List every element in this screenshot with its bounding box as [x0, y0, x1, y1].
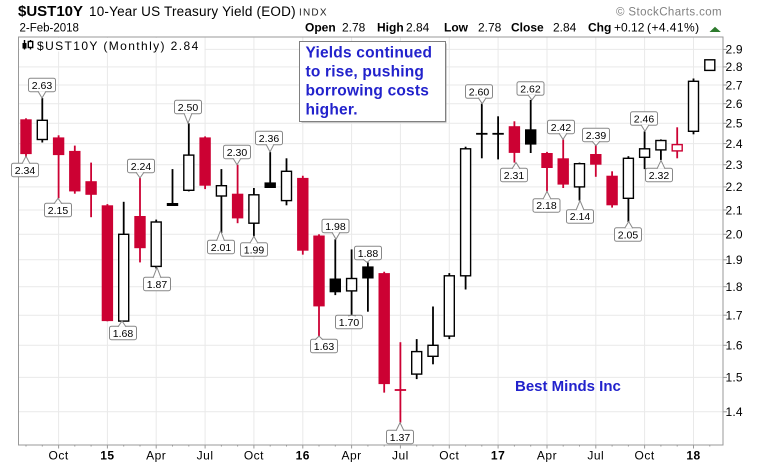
svg-text:higher.: higher.	[306, 102, 358, 119]
svg-text:2.14: 2.14	[570, 211, 591, 223]
svg-text:2.60: 2.60	[469, 86, 490, 98]
svg-text:17: 17	[491, 449, 505, 463]
svg-text:2.84: 2.84	[406, 21, 430, 35]
svg-text:to rise, pushing: to rise, pushing	[306, 64, 425, 81]
svg-text:2.18: 2.18	[536, 200, 557, 212]
svg-text:2.84: 2.84	[553, 21, 577, 35]
svg-text:18: 18	[686, 449, 700, 463]
svg-text:10-Year US Treasury Yield (EOD: 10-Year US Treasury Yield (EOD)	[89, 4, 296, 19]
svg-text:Oct: Oct	[49, 449, 69, 463]
svg-text:Jul: Jul	[392, 449, 409, 463]
svg-text:Low: Low	[444, 21, 469, 35]
svg-text:2.78: 2.78	[342, 21, 366, 35]
svg-text:2.9: 2.9	[726, 43, 743, 57]
svg-text:2.46: 2.46	[634, 113, 655, 125]
svg-text:2.36: 2.36	[259, 133, 280, 145]
svg-text:+0.12: +0.12	[614, 21, 645, 35]
svg-text:2.6: 2.6	[726, 97, 743, 111]
svg-text:1.63: 1.63	[314, 341, 335, 353]
svg-text:Oct: Oct	[439, 449, 459, 463]
svg-text:Apr: Apr	[342, 449, 362, 463]
svg-text:2.50: 2.50	[178, 102, 199, 114]
svg-text:© StockCharts.com: © StockCharts.com	[616, 7, 722, 19]
svg-text:2.1: 2.1	[726, 203, 743, 217]
svg-text:Jul: Jul	[587, 449, 604, 463]
svg-text:2.31: 2.31	[504, 170, 525, 182]
svg-text:2.32: 2.32	[649, 170, 670, 182]
svg-text:Best Minds Inc: Best Minds Inc	[515, 378, 621, 395]
svg-text:Apr: Apr	[146, 449, 166, 463]
svg-text:1.9: 1.9	[726, 253, 743, 267]
svg-text:1.99: 1.99	[244, 244, 265, 256]
svg-text:2-Feb-2018: 2-Feb-2018	[20, 23, 79, 35]
svg-text:Close: Close	[511, 21, 544, 35]
svg-text:2.3: 2.3	[726, 158, 743, 172]
svg-text:2.78: 2.78	[478, 21, 502, 35]
svg-text:2.7: 2.7	[726, 78, 743, 92]
svg-text:1.98: 1.98	[325, 221, 346, 233]
svg-text:1.8: 1.8	[726, 280, 743, 294]
svg-text:1.88: 1.88	[358, 248, 379, 260]
svg-text:$UST10Y (Monthly) 2.84: $UST10Y (Monthly) 2.84	[37, 39, 200, 53]
svg-text:2.42: 2.42	[551, 122, 572, 134]
svg-text:2.15: 2.15	[48, 205, 69, 217]
svg-text:borrowing costs: borrowing costs	[306, 83, 430, 100]
svg-text:2.2: 2.2	[726, 180, 743, 194]
svg-text:1.87: 1.87	[147, 279, 168, 291]
svg-text:1.5: 1.5	[726, 371, 743, 385]
svg-text:Jul: Jul	[197, 449, 214, 463]
svg-text:1.70: 1.70	[339, 317, 360, 329]
svg-text:Apr: Apr	[537, 449, 557, 463]
svg-text:2.4: 2.4	[726, 137, 743, 151]
svg-text:Oct: Oct	[244, 449, 264, 463]
svg-text:2.63: 2.63	[32, 80, 53, 92]
svg-text:Oct: Oct	[635, 449, 655, 463]
svg-text:Chg: Chg	[588, 21, 611, 35]
svg-text:2.39: 2.39	[586, 130, 607, 142]
svg-text:2.24: 2.24	[131, 161, 152, 173]
svg-text:16: 16	[296, 449, 310, 463]
svg-text:Yields continued: Yields continued	[306, 45, 433, 62]
svg-text:(+4.41%): (+4.41%)	[647, 21, 700, 35]
svg-text:1.68: 1.68	[113, 328, 134, 340]
svg-text:2.01: 2.01	[211, 242, 232, 254]
svg-text:2.62: 2.62	[520, 83, 541, 95]
svg-text:1.7: 1.7	[726, 309, 743, 323]
svg-text:2.30: 2.30	[227, 147, 248, 159]
svg-text:2.0: 2.0	[726, 228, 743, 242]
svg-text:Open: Open	[305, 21, 336, 35]
svg-text:High: High	[377, 21, 404, 35]
svg-text:1.4: 1.4	[726, 405, 743, 419]
svg-text:2.05: 2.05	[618, 229, 639, 241]
svg-text:15: 15	[100, 449, 114, 463]
svg-text:$UST10Y: $UST10Y	[18, 3, 83, 20]
svg-text:INDX: INDX	[299, 8, 328, 19]
svg-text:2.5: 2.5	[726, 117, 743, 131]
svg-text:2.8: 2.8	[726, 60, 743, 74]
svg-text:1.37: 1.37	[390, 432, 411, 444]
svg-text:1.6: 1.6	[726, 339, 743, 353]
svg-text:2.34: 2.34	[15, 165, 36, 177]
